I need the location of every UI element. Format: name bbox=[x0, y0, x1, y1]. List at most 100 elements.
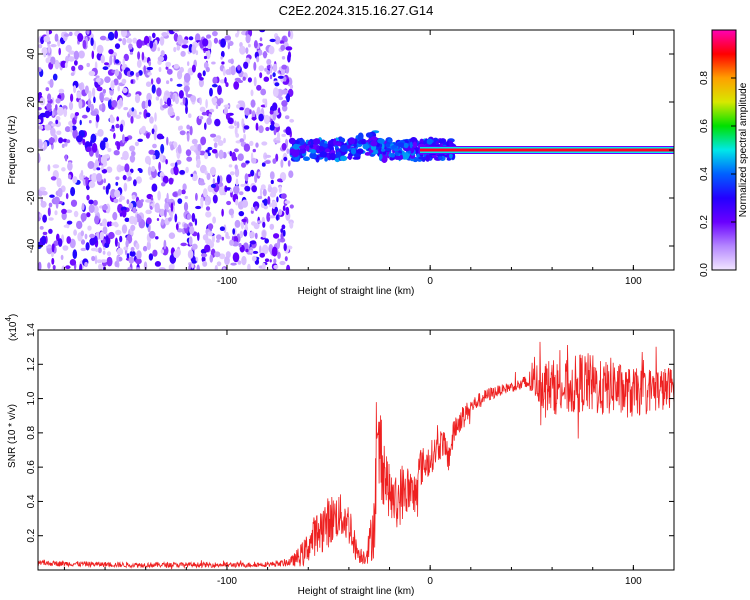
spectrogram-cell bbox=[209, 241, 215, 249]
spectrogram-cell bbox=[340, 144, 348, 153]
spectrogram-cell bbox=[189, 145, 196, 151]
spectrogram-cell bbox=[174, 162, 178, 169]
spectrogram-cell bbox=[254, 232, 258, 240]
spectrogram-cell bbox=[227, 43, 230, 50]
spectrogram-cell bbox=[63, 224, 69, 228]
spectrogram-cell bbox=[177, 144, 182, 154]
spectrogram-cell bbox=[264, 258, 270, 263]
spectrogram-cell bbox=[106, 166, 113, 173]
spectrogram-cell bbox=[272, 158, 277, 164]
spectrogram-cell bbox=[273, 258, 277, 264]
spectrogram-cell bbox=[128, 256, 135, 264]
spectrogram-cell bbox=[259, 30, 266, 33]
spectrogram-cell bbox=[115, 229, 122, 236]
spectrogram-cell bbox=[154, 261, 161, 267]
spectrogram-cell bbox=[201, 253, 208, 258]
spectrogram-cell bbox=[128, 202, 134, 209]
spectrogram-cell bbox=[58, 238, 63, 247]
spectrogram-cell bbox=[69, 124, 73, 133]
spectrogram-cell bbox=[223, 104, 230, 108]
spectrogram-cell bbox=[153, 130, 157, 141]
spectrogram-cell bbox=[197, 232, 200, 241]
spectrogram-cell bbox=[115, 123, 120, 129]
spectrogram-cell bbox=[352, 156, 361, 160]
spectrogram-cell bbox=[173, 46, 177, 53]
spectrogram-cell bbox=[113, 132, 116, 139]
spectrogram-cell bbox=[205, 66, 210, 73]
spectrogram-cell bbox=[259, 37, 263, 42]
spectrogram-cell bbox=[242, 76, 246, 81]
spectrogram-cell bbox=[189, 226, 195, 235]
spectrogram-cell bbox=[141, 100, 147, 110]
spectrogram-cell bbox=[213, 37, 218, 44]
spectrogram-cell bbox=[187, 61, 190, 66]
spectrogram-cell bbox=[70, 72, 75, 76]
spectrogram-cell bbox=[90, 103, 94, 112]
spectrogram-cell bbox=[224, 106, 228, 116]
spectrogram-cell bbox=[127, 267, 132, 270]
snr-marks bbox=[38, 341, 674, 570]
spectrogram-cell bbox=[76, 91, 82, 99]
spectrogram-cell bbox=[247, 77, 252, 83]
spectrogram-cell bbox=[151, 128, 155, 135]
spectrogram-cell bbox=[274, 35, 281, 45]
spectrogram-cell bbox=[258, 113, 264, 122]
spectrogram-cell bbox=[159, 153, 164, 162]
spectrogram-cell bbox=[39, 226, 44, 230]
spectrogram-cell bbox=[55, 98, 61, 104]
spectrogram-cell bbox=[254, 205, 258, 212]
spectrogram-cell bbox=[176, 228, 183, 233]
snr-x-label: Height of straight line (km) bbox=[298, 586, 415, 597]
spectrogram-cell bbox=[132, 37, 138, 44]
spectrogram-cell bbox=[99, 35, 107, 41]
spectrogram-cell bbox=[65, 44, 72, 53]
spectrogram-cell bbox=[85, 242, 90, 251]
spectrogram-cell bbox=[220, 38, 227, 48]
spectrogram-cell bbox=[322, 143, 328, 148]
spectrogram-cell bbox=[216, 239, 220, 243]
spectrogram-cell bbox=[80, 169, 84, 177]
spectrogram-cell bbox=[66, 220, 73, 225]
spectrogram-cell bbox=[340, 155, 348, 162]
spectrogram-cell bbox=[281, 143, 287, 151]
spectrogram-cell bbox=[234, 219, 241, 228]
spectrogram-cell bbox=[164, 208, 167, 218]
spectrogram-cell bbox=[86, 194, 90, 201]
spectrogram-cell bbox=[114, 59, 120, 64]
spectrogram-cell bbox=[166, 97, 172, 107]
spectrogram-cell bbox=[347, 155, 353, 160]
spectrogram-cell bbox=[52, 73, 58, 81]
spectrogram-cell bbox=[141, 51, 145, 61]
spectrogram-cell bbox=[100, 166, 104, 170]
spectrogram-cell bbox=[425, 154, 430, 162]
spectrogram-cell bbox=[50, 176, 57, 181]
spectrogram-cell bbox=[130, 246, 135, 252]
spectrogram-cell bbox=[91, 142, 98, 153]
band-core bbox=[420, 148, 674, 152]
spectrogram-cell bbox=[205, 99, 208, 109]
spectrogram-cell bbox=[217, 85, 222, 96]
spectrogram-cell bbox=[292, 143, 300, 150]
spectrogram-cell bbox=[177, 34, 183, 45]
spectrogram-cell bbox=[435, 140, 439, 146]
spectrogram-cell bbox=[283, 243, 287, 252]
spectrogram-cell bbox=[119, 235, 123, 243]
spectrogram-cell bbox=[216, 234, 222, 240]
spectrogram-cell bbox=[255, 122, 259, 131]
spectrogram-cell bbox=[251, 255, 257, 262]
spectrogram-cell bbox=[258, 125, 264, 134]
spectrogram-cell bbox=[190, 173, 194, 177]
spectrogram-cell bbox=[211, 234, 215, 243]
spectrogram-cell bbox=[58, 137, 64, 144]
spectrogram-cell bbox=[266, 58, 272, 66]
spectrogram-cell bbox=[76, 220, 83, 230]
spectrogram-cell bbox=[249, 109, 252, 115]
spectrogram-cell bbox=[38, 44, 43, 49]
spectrogram-cell bbox=[175, 223, 179, 231]
spectrogram-cell bbox=[88, 199, 94, 205]
spectrogram-cell bbox=[91, 172, 98, 183]
spectrogram-cell bbox=[174, 96, 179, 105]
spectrogram-cell bbox=[138, 111, 142, 115]
spectrogram-cell bbox=[236, 30, 240, 36]
spectrogram-cell bbox=[251, 185, 257, 193]
